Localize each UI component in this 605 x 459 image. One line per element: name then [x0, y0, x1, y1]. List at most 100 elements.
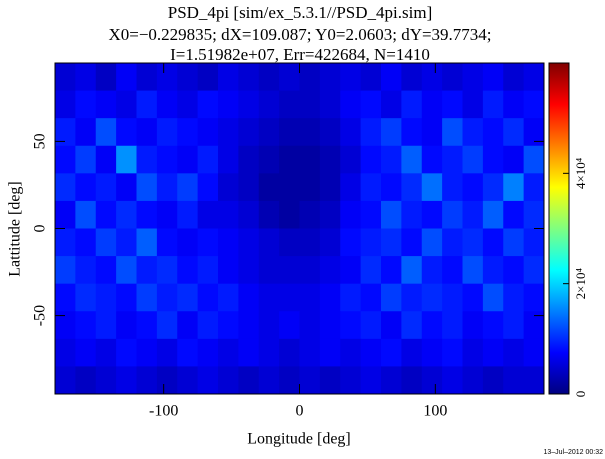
- heat-cell: [177, 228, 199, 257]
- heat-cell: [55, 173, 76, 202]
- heat-cell: [75, 200, 97, 229]
- heat-cell: [503, 228, 525, 257]
- heat-cell: [482, 228, 504, 257]
- heat-cell: [319, 90, 341, 119]
- heat-cell: [156, 283, 178, 312]
- heat-cell: [482, 256, 504, 285]
- heat-cell: [421, 173, 443, 202]
- heat-cell: [238, 256, 260, 285]
- heat-cell: [218, 366, 239, 395]
- heat-cell: [238, 366, 260, 395]
- heat-cell: [340, 283, 362, 312]
- heat-cell: [197, 338, 219, 367]
- heat-cell: [421, 256, 443, 285]
- heat-cell: [482, 90, 504, 119]
- heat-cell: [503, 90, 525, 119]
- heat-cell: [55, 228, 76, 257]
- y-axis-label: Lattitude [deg]: [7, 181, 24, 277]
- heat-cell: [177, 338, 199, 367]
- colorbar: [548, 62, 570, 395]
- heat-cell: [319, 173, 341, 202]
- heat-cell: [360, 173, 382, 202]
- heat-cell: [503, 338, 525, 367]
- heat-cell: [279, 145, 300, 174]
- heat-cell: [442, 366, 463, 395]
- heat-cell: [55, 256, 76, 285]
- heat-cell: [299, 63, 321, 92]
- y-tick-label: 50: [32, 133, 49, 149]
- heat-cell: [116, 311, 137, 340]
- heat-cell: [421, 338, 443, 367]
- heat-cell: [482, 200, 504, 229]
- heat-cell: [340, 145, 362, 174]
- heat-cell: [360, 63, 382, 92]
- heat-cell: [95, 118, 117, 147]
- heat-cell: [442, 173, 463, 202]
- heat-cell: [75, 228, 97, 257]
- heat-cell: [238, 173, 260, 202]
- heat-cell: [279, 200, 300, 229]
- heat-cell: [218, 200, 239, 229]
- heat-cell: [360, 145, 382, 174]
- heat-cell: [421, 200, 443, 229]
- heat-cell: [523, 228, 545, 257]
- heat-cell: [177, 90, 199, 119]
- heat-cell: [523, 118, 545, 147]
- heat-cell: [116, 338, 137, 367]
- heat-cell: [421, 228, 443, 257]
- heat-cell: [503, 283, 525, 312]
- heat-cell: [401, 338, 423, 367]
- heat-cell: [258, 90, 280, 119]
- heat-cell: [360, 311, 382, 340]
- heat-cell: [401, 256, 423, 285]
- heat-cell: [258, 145, 280, 174]
- heat-cell: [319, 63, 341, 92]
- heat-cell: [75, 90, 97, 119]
- heat-cell: [55, 311, 76, 340]
- heat-cell: [503, 173, 525, 202]
- heat-cell: [136, 63, 158, 92]
- heat-cell: [299, 338, 321, 367]
- heat-cell: [136, 311, 158, 340]
- heat-cell: [95, 173, 117, 202]
- heat-cell: [319, 145, 341, 174]
- heat-cell: [55, 145, 76, 174]
- heat-cell: [177, 200, 199, 229]
- heat-cell: [401, 173, 423, 202]
- heat-cell: [279, 118, 300, 147]
- heat-cell: [238, 145, 260, 174]
- heat-cell: [75, 311, 97, 340]
- heat-cell: [55, 200, 76, 229]
- heat-cell: [218, 173, 239, 202]
- heat-cell: [360, 283, 382, 312]
- heat-cell: [218, 63, 239, 92]
- heat-cell: [360, 256, 382, 285]
- heat-cell: [299, 145, 321, 174]
- heat-cell: [55, 118, 76, 147]
- heat-cell: [381, 283, 402, 312]
- heat-cell: [482, 338, 504, 367]
- heat-cell: [136, 173, 158, 202]
- heat-cell: [340, 228, 362, 257]
- heat-cell: [360, 228, 382, 257]
- heat-cell: [197, 145, 219, 174]
- heat-cell: [523, 311, 545, 340]
- heat-cell: [340, 338, 362, 367]
- heat-cell: [116, 118, 137, 147]
- annotation: I=1.51982e+07, Err=422684, N=1410: [170, 45, 430, 64]
- heat-cell: [95, 311, 117, 340]
- heat-cell: [218, 256, 239, 285]
- heat-cell: [238, 283, 260, 312]
- heat-cell: [136, 228, 158, 257]
- heat-cell: [523, 338, 545, 367]
- heat-cell: [197, 366, 219, 395]
- y-tick-label: 0: [32, 225, 49, 233]
- heat-cell: [218, 338, 239, 367]
- heat-cell: [156, 338, 178, 367]
- heat-cell: [177, 118, 199, 147]
- chart-subtitle: X0=−0.229835; dX=109.087; Y0=2.0603; dY=…: [108, 25, 491, 44]
- heat-cell: [258, 311, 280, 340]
- heat-cell: [442, 283, 463, 312]
- heat-cell: [279, 366, 300, 395]
- heat-cell: [116, 283, 137, 312]
